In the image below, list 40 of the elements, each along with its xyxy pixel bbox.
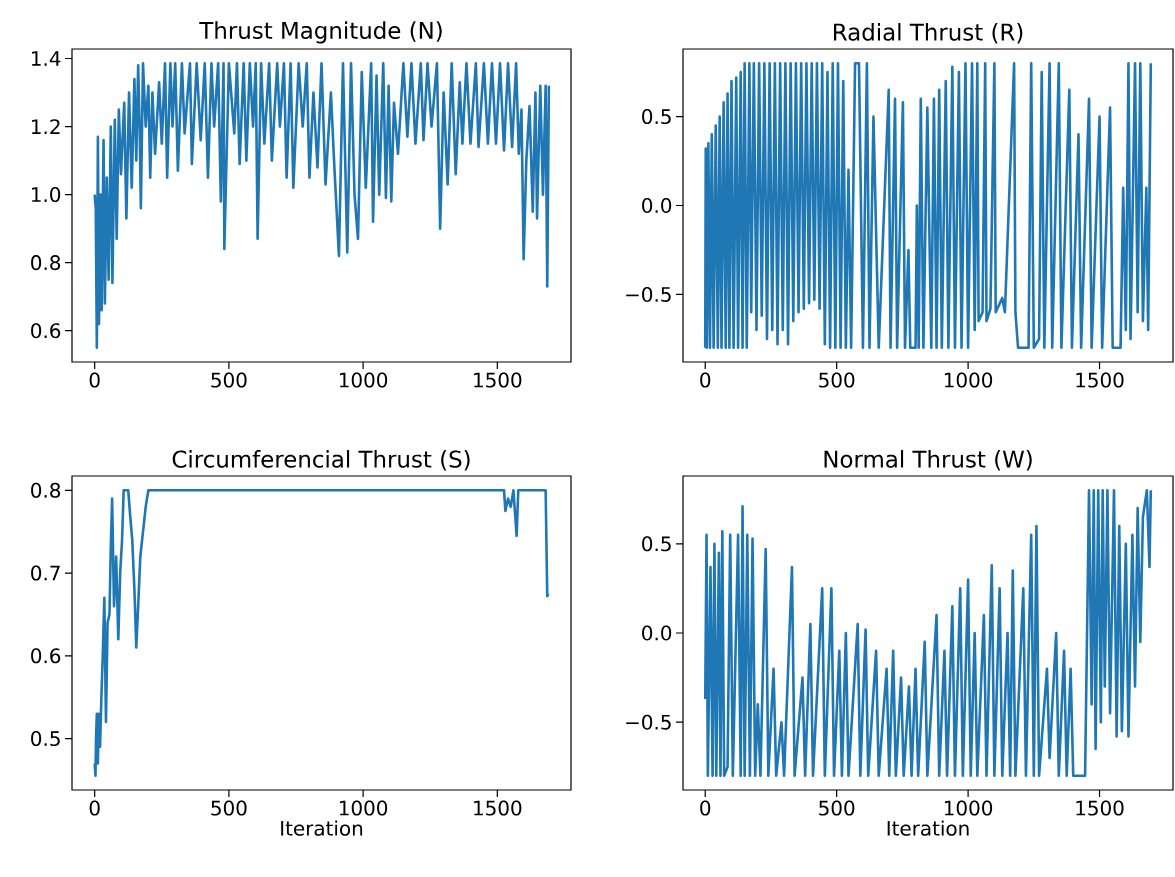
x-tick-label: 500: [211, 372, 247, 388]
x-tick-label: 0: [700, 372, 711, 388]
y-tick-label: 0.8: [31, 482, 61, 498]
chart-title: Thrust Magnitude (N): [199, 21, 442, 44]
y-tick-label: 1.2: [31, 119, 60, 134]
x-tick-label: 500: [819, 800, 855, 816]
y-tick-label: 0.7: [31, 565, 60, 581]
y-tick-label: 0.6: [31, 648, 61, 664]
x-tick-label: 1500: [474, 372, 522, 388]
x-tick-label: 500: [211, 800, 247, 816]
y-tick-label: −0.5: [626, 714, 671, 730]
x-tick-label: 1000: [944, 372, 993, 388]
y-tick-label: 0.5: [642, 536, 671, 552]
line-series: [703, 61, 1153, 350]
x-tick-label: 1500: [1076, 800, 1124, 816]
y-tick-label: 0.8: [31, 255, 61, 271]
chart-title: Circumferencial Thrust (S): [172, 450, 470, 471]
x-tick-label: 1500: [1076, 372, 1124, 388]
y-tick-label: −0.5: [626, 286, 671, 302]
chart-title: Normal Thrust (W): [824, 450, 1032, 471]
x-tick-label: 0: [89, 800, 100, 816]
x-tick-label: 1000: [339, 372, 388, 388]
chart-title: Radial Thrust (R): [833, 23, 1023, 44]
x-tick-label: 1000: [944, 800, 993, 816]
x-tick-label: 1000: [339, 800, 388, 816]
y-tick-label: 0.5: [31, 731, 60, 747]
x-tick-label: 500: [819, 372, 855, 388]
y-tick-label: 0.5: [642, 109, 671, 125]
y-tick-label: 1.4: [31, 51, 61, 66]
x-axis-title: Iteration: [887, 820, 969, 836]
y-tick-label: 0.6: [31, 323, 61, 339]
y-tick-label: 0.0: [642, 197, 672, 214]
x-tick-label: 0: [700, 800, 711, 816]
line-series: [703, 488, 1153, 778]
x-tick-label: 1500: [474, 800, 522, 816]
line-series: [93, 61, 551, 349]
x-tick-label: 0: [89, 372, 100, 388]
y-tick-label: 0.0: [642, 625, 672, 641]
x-axis-title: Iteration: [281, 820, 363, 836]
y-tick-label: 1.0: [31, 187, 61, 203]
